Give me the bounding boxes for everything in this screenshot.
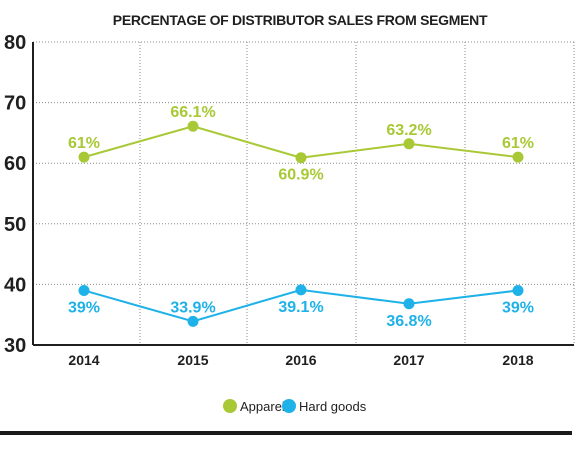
data-point xyxy=(187,120,199,132)
data-point xyxy=(78,284,90,296)
legend-swatch xyxy=(282,399,296,413)
data-label: 61% xyxy=(502,135,534,152)
data-label: 66.1% xyxy=(170,104,215,121)
data-label: 61% xyxy=(68,135,100,152)
data-point xyxy=(512,284,524,296)
data-label: 39.1% xyxy=(278,299,323,316)
series-apparel: 61% 66.1% 60.9% 63.2% 61% xyxy=(68,104,534,184)
data-label: 39% xyxy=(502,299,534,316)
axes-layer xyxy=(32,42,574,346)
y-axis-ticks: 30 40 50 60 70 80 xyxy=(4,32,26,357)
y-tick-label: 30 xyxy=(4,335,26,357)
chart-title: PERCENTAGE OF DISTRIBUTOR SALES FROM SEG… xyxy=(113,12,488,28)
data-point xyxy=(295,152,307,164)
data-point xyxy=(403,298,415,310)
legend-label: Apparel xyxy=(240,399,285,414)
x-tick-label: 2015 xyxy=(177,352,208,368)
series-layer: 61%66.1%60.9%63.2%61%39% 33.9% 39.1%36.8%3… xyxy=(68,104,534,330)
y-tick-label: 50 xyxy=(4,214,26,236)
legend-label: Hard goods xyxy=(299,399,367,414)
data-point xyxy=(512,151,524,163)
data-point xyxy=(78,151,90,163)
x-tick-label: 2017 xyxy=(393,352,424,368)
data-label: 39% xyxy=(68,299,100,316)
data-point xyxy=(403,138,415,150)
legend-item: Hard goods xyxy=(282,399,367,414)
data-point xyxy=(295,284,307,296)
y-tick-label: 40 xyxy=(4,274,26,296)
y-tick-label: 70 xyxy=(4,93,26,115)
legend-swatch xyxy=(223,399,237,413)
data-label: 60.9% xyxy=(278,167,323,184)
data-label: 63.2% xyxy=(386,122,431,139)
data-label: 36.8% xyxy=(386,313,431,330)
x-tick-label: 2014 xyxy=(68,352,99,368)
legend-item: Apparel xyxy=(223,399,285,414)
data-point xyxy=(187,315,199,327)
legend: Apparel Hard goods xyxy=(223,399,367,414)
data-label: 33.9% xyxy=(170,299,215,316)
x-axis-ticks: 2014 2015 2016 2017 2018 xyxy=(68,352,533,368)
y-tick-label: 60 xyxy=(4,153,26,175)
x-tick-label: 2016 xyxy=(285,352,316,368)
series-hard-goods: 39% 33.9% 39.1% 36.8% 39% xyxy=(68,284,534,330)
y-tick-label: 80 xyxy=(4,32,26,54)
x-tick-label: 2018 xyxy=(502,352,533,368)
